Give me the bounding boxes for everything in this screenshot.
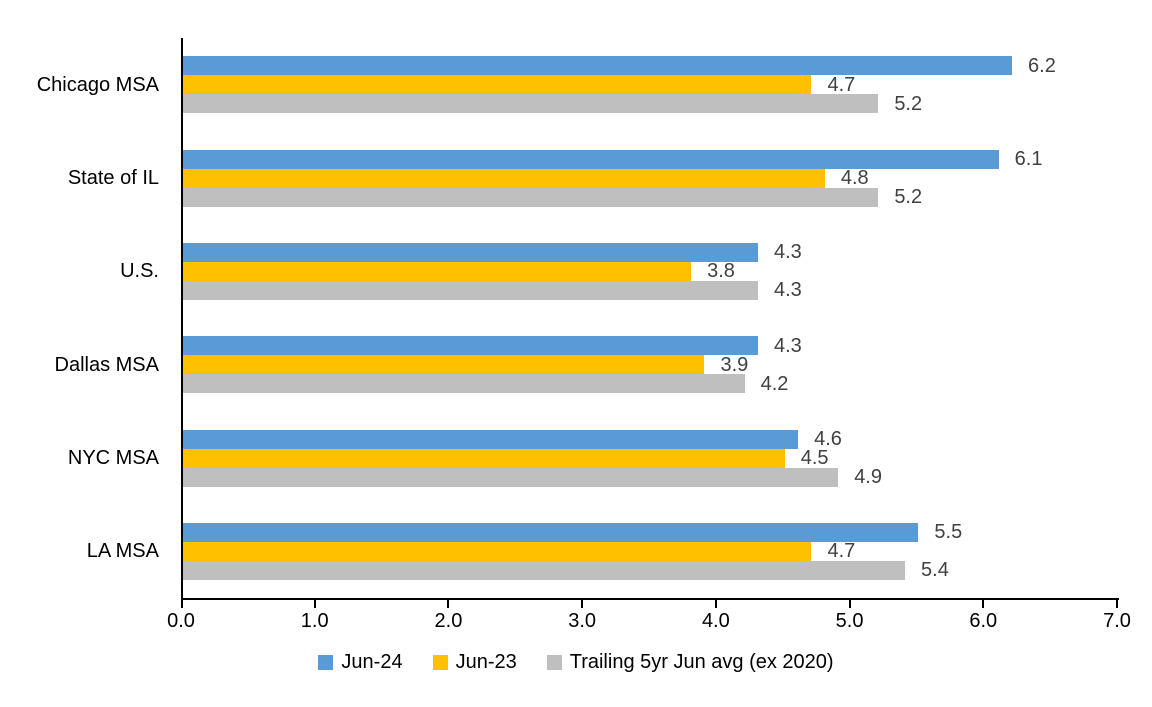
bar-trailing-5yr-jun-avg-ex-2020- bbox=[183, 280, 758, 300]
data-label: 4.2 bbox=[760, 372, 789, 395]
x-tick-label: 1.0 bbox=[300, 610, 329, 632]
data-label: 3.9 bbox=[720, 353, 749, 376]
legend-label: Trailing 5yr Jun avg (ex 2020) bbox=[569, 651, 834, 673]
bar-trailing-5yr-jun-avg-ex-2020- bbox=[183, 187, 879, 207]
bar-jun-23 bbox=[183, 448, 785, 468]
x-tick-label: 7.0 bbox=[1103, 610, 1131, 632]
x-axis-tick-mark bbox=[848, 600, 851, 608]
bar-jun-24 bbox=[183, 149, 999, 169]
bar-trailing-5yr-jun-avg-ex-2020- bbox=[183, 560, 906, 580]
chart-legend: Jun-24 Jun-23 Trailing 5yr Jun avg (ex 202… bbox=[0, 651, 1152, 674]
data-label: 3.8 bbox=[707, 260, 735, 283]
category-label: Dallas MSA bbox=[54, 353, 159, 376]
x-tick-label: 0.0 bbox=[167, 610, 195, 632]
x-axis-tick-mark bbox=[581, 600, 584, 608]
bar-trailing-5yr-jun-avg-ex-2020- bbox=[183, 467, 839, 487]
x-axis-tick-mark bbox=[982, 600, 985, 608]
data-label: 4.6 bbox=[814, 428, 842, 450]
bar-jun-23 bbox=[183, 261, 692, 281]
legend-item-trailing-5yr-jun-avg-ex-2020-: Trailing 5yr Jun avg (ex 2020) bbox=[546, 651, 834, 674]
data-label: 6.1 bbox=[1014, 148, 1043, 170]
data-label: 4.7 bbox=[827, 73, 856, 96]
bar-jun-23 bbox=[183, 541, 812, 561]
bar-jun-24 bbox=[183, 336, 758, 356]
category-label: State of IL bbox=[67, 167, 159, 189]
data-label: 4.3 bbox=[773, 279, 802, 302]
x-axis-tick-mark bbox=[313, 600, 316, 608]
legend-swatch-icon bbox=[432, 655, 448, 670]
bar-jun-24 bbox=[183, 56, 1013, 76]
bar-jun-24 bbox=[183, 242, 758, 262]
data-label: 4.9 bbox=[854, 466, 882, 488]
bar-trailing-5yr-jun-avg-ex-2020- bbox=[183, 374, 745, 394]
data-label: 4.5 bbox=[800, 447, 829, 469]
x-tick-label: 2.0 bbox=[434, 610, 463, 632]
data-label: 5.5 bbox=[934, 521, 963, 544]
legend-swatch-icon bbox=[318, 655, 334, 670]
data-label: 5.2 bbox=[894, 186, 923, 208]
x-tick-label: 3.0 bbox=[568, 610, 597, 632]
x-axis-tick-mark bbox=[447, 600, 450, 608]
category-label: U.S. bbox=[120, 260, 159, 283]
x-axis-tick-mark bbox=[714, 600, 717, 608]
data-label: 4.3 bbox=[773, 334, 802, 357]
data-label: 4.7 bbox=[827, 540, 856, 563]
legend-item-jun-24: Jun-24 bbox=[318, 651, 403, 674]
category-label: Chicago MSA bbox=[36, 73, 159, 96]
category-label: NYC MSA bbox=[67, 447, 159, 469]
bar-jun-23 bbox=[183, 355, 705, 375]
bar-jun-23 bbox=[183, 168, 825, 188]
data-label: 6.2 bbox=[1028, 54, 1056, 77]
x-tick-label: 6.0 bbox=[969, 610, 998, 632]
x-tick-label: 5.0 bbox=[835, 610, 864, 632]
x-axis-tick-mark bbox=[1116, 600, 1118, 608]
bar-jun-23 bbox=[183, 75, 812, 95]
bar-jun-24 bbox=[183, 429, 799, 449]
legend-item-jun-23: Jun-23 bbox=[432, 651, 517, 674]
legend-label: Jun-24 bbox=[341, 651, 403, 673]
legend-swatch-icon bbox=[546, 655, 562, 670]
bar-jun-24 bbox=[183, 522, 919, 542]
data-label: 5.4 bbox=[921, 559, 949, 582]
data-label: 5.2 bbox=[894, 92, 923, 115]
bar-trailing-5yr-jun-avg-ex-2020- bbox=[183, 94, 879, 114]
plot-area: 6.2 4.7 5.2 6.1 4.8 5.2 4.3 3.8 4.3 4.3 3.9 4.2 4.6 4… bbox=[181, 38, 1119, 608]
data-label: 4.8 bbox=[840, 167, 869, 189]
legend-label: Jun-23 bbox=[455, 651, 517, 673]
category-label: LA MSA bbox=[86, 540, 159, 563]
data-label: 4.3 bbox=[773, 241, 802, 264]
x-tick-label: 4.0 bbox=[701, 610, 730, 632]
x-axis-zero-tick bbox=[181, 600, 183, 608]
